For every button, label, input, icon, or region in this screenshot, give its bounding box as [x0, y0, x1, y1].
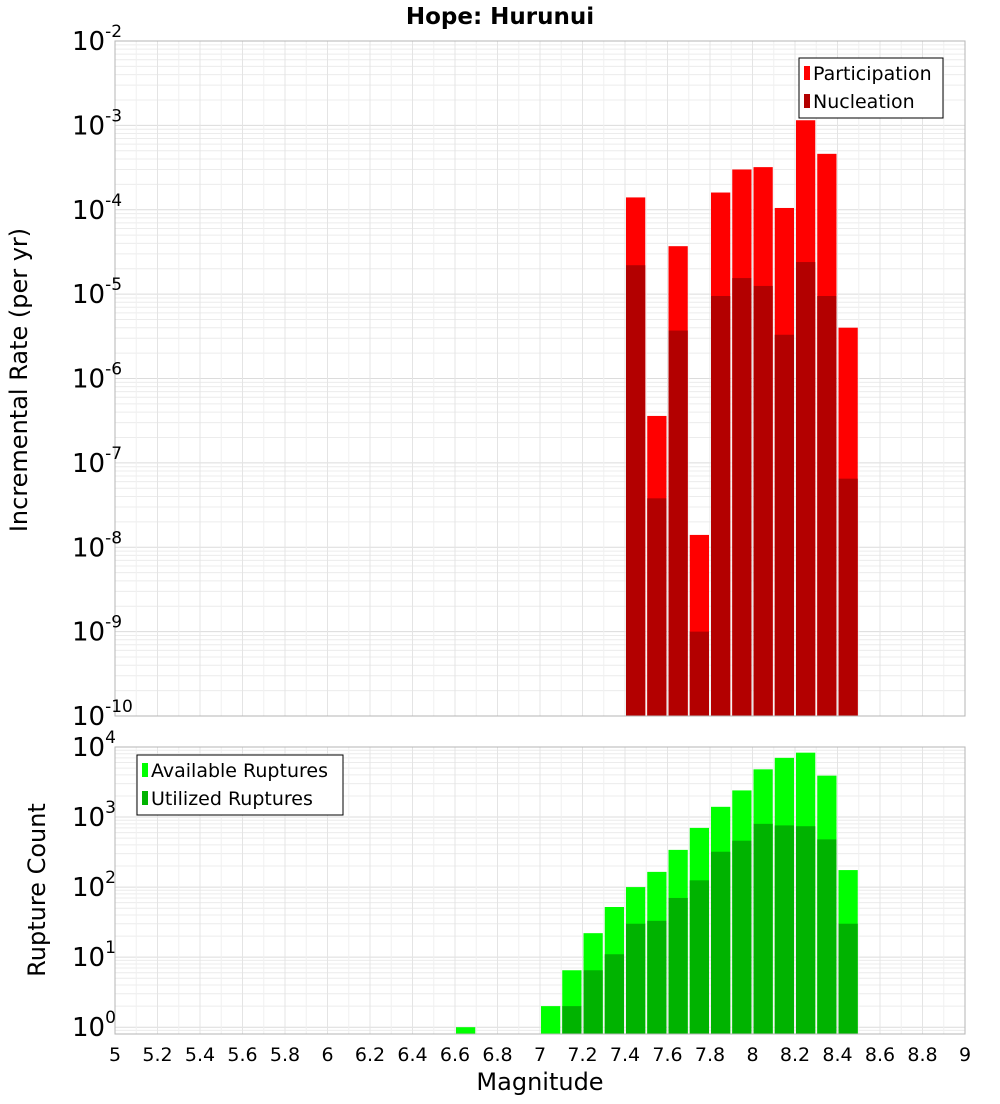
- x-tick-label: 7.8: [695, 1044, 725, 1066]
- bottom-bar-available-ruptures: [456, 1027, 476, 1034]
- bottom-bar-utilized-ruptures: [796, 826, 816, 1034]
- bottom-bar-utilized-ruptures: [626, 923, 646, 1034]
- top-bar-nucleation: [711, 296, 731, 716]
- bottom-plot-frame: [114, 746, 966, 1035]
- top-ylabel: Incremental Rate (per yr): [5, 228, 33, 532]
- top-ytick-label: 10-7: [72, 444, 122, 479]
- bottom-ytick-label: 102: [72, 868, 116, 903]
- top-bar-nucleation: [753, 285, 773, 716]
- x-tick-label: 6.8: [482, 1044, 512, 1066]
- x-tick-label: 7: [534, 1044, 546, 1066]
- bottom-legend-swatch: [142, 791, 148, 805]
- bottom-bar-utilized-ruptures: [647, 920, 667, 1034]
- x-tick-label: 6.4: [397, 1044, 427, 1066]
- bottom-ytick-label: 103: [72, 798, 116, 833]
- top-ytick-label: 10-6: [72, 360, 122, 395]
- top-bar-nucleation: [668, 330, 688, 716]
- top-legend-swatch: [804, 94, 810, 108]
- top-ytick-label: 10-9: [72, 613, 122, 648]
- top-bar-nucleation: [838, 478, 858, 716]
- bottom-legend-label: Utilized Ruptures: [151, 788, 313, 810]
- top-ytick-label: 10-2: [72, 22, 122, 57]
- top-ytick-label: 10-10: [72, 697, 133, 732]
- bottom-ylabel: Rupture Count: [23, 803, 51, 977]
- top-legend-swatch: [804, 66, 810, 80]
- top-ytick-label: 10-5: [72, 275, 122, 310]
- bottom-bar-utilized-ruptures: [753, 823, 773, 1034]
- bottom-bar-utilized-ruptures: [668, 897, 688, 1034]
- top-legend-box: [798, 57, 944, 119]
- x-tick-label: 9: [959, 1044, 971, 1066]
- chart-title: Hope: Hurunui: [406, 4, 594, 30]
- top-bar-nucleation: [796, 262, 816, 716]
- x-tick-label: 8.6: [865, 1044, 895, 1066]
- x-tick-label: 5.8: [270, 1044, 300, 1066]
- bottom-bar-utilized-ruptures: [689, 880, 709, 1034]
- top-bar-nucleation: [774, 334, 794, 716]
- top-legend-label: Nucleation: [813, 91, 915, 113]
- top-ytick-label: 10-3: [72, 106, 122, 141]
- top-bar-nucleation: [647, 498, 667, 716]
- x-tick-label: 8: [746, 1044, 758, 1066]
- x-tick-label: 8.4: [822, 1044, 852, 1066]
- x-axis-label: Magnitude: [476, 1068, 603, 1096]
- bottom-ytick-label: 101: [72, 938, 116, 973]
- bottom-legend-box: [136, 754, 344, 816]
- x-tick-label: 5.4: [185, 1044, 215, 1066]
- x-tick-label: 8.2: [780, 1044, 810, 1066]
- bottom-ytick-label: 104: [72, 728, 116, 763]
- bottom-bar-utilized-ruptures: [583, 970, 603, 1034]
- top-bar-nucleation: [689, 631, 709, 716]
- top-bar-nucleation: [626, 265, 646, 716]
- x-tick-label: 7.2: [567, 1044, 597, 1066]
- top-bar-nucleation: [817, 296, 837, 716]
- bottom-bar-utilized-ruptures: [562, 1006, 582, 1034]
- bottom-legend-label: Available Ruptures: [151, 760, 328, 782]
- bottom-bar-utilized-ruptures: [774, 825, 794, 1034]
- x-tick-label: 6: [321, 1044, 333, 1066]
- x-tick-label: 6.2: [355, 1044, 385, 1066]
- bottom-bar-utilized-ruptures: [604, 954, 624, 1034]
- bottom-bar-available-ruptures: [541, 1006, 561, 1034]
- x-tick-label: 7.4: [610, 1044, 640, 1066]
- bottom-bar-utilized-ruptures: [817, 839, 837, 1034]
- x-tick-label: 5: [109, 1044, 121, 1066]
- top-ytick-label: 10-8: [72, 528, 122, 563]
- top-plot-frame: [114, 40, 966, 717]
- top-legend-label: Participation: [813, 63, 932, 85]
- bottom-bar-utilized-ruptures: [732, 840, 752, 1034]
- top-bar-nucleation: [732, 278, 752, 716]
- bottom-ytick-label: 100: [72, 1008, 116, 1043]
- bottom-bar-utilized-ruptures: [838, 923, 858, 1034]
- bottom-bar-utilized-ruptures: [711, 851, 731, 1034]
- x-tick-label: 5.6: [227, 1044, 257, 1066]
- x-tick-label: 7.6: [652, 1044, 682, 1066]
- x-tick-label: 8.8: [907, 1044, 937, 1066]
- x-tick-label: 5.2: [142, 1044, 172, 1066]
- bottom-legend-swatch: [142, 763, 148, 777]
- top-ytick-label: 10-4: [72, 191, 122, 226]
- x-tick-label: 6.6: [440, 1044, 470, 1066]
